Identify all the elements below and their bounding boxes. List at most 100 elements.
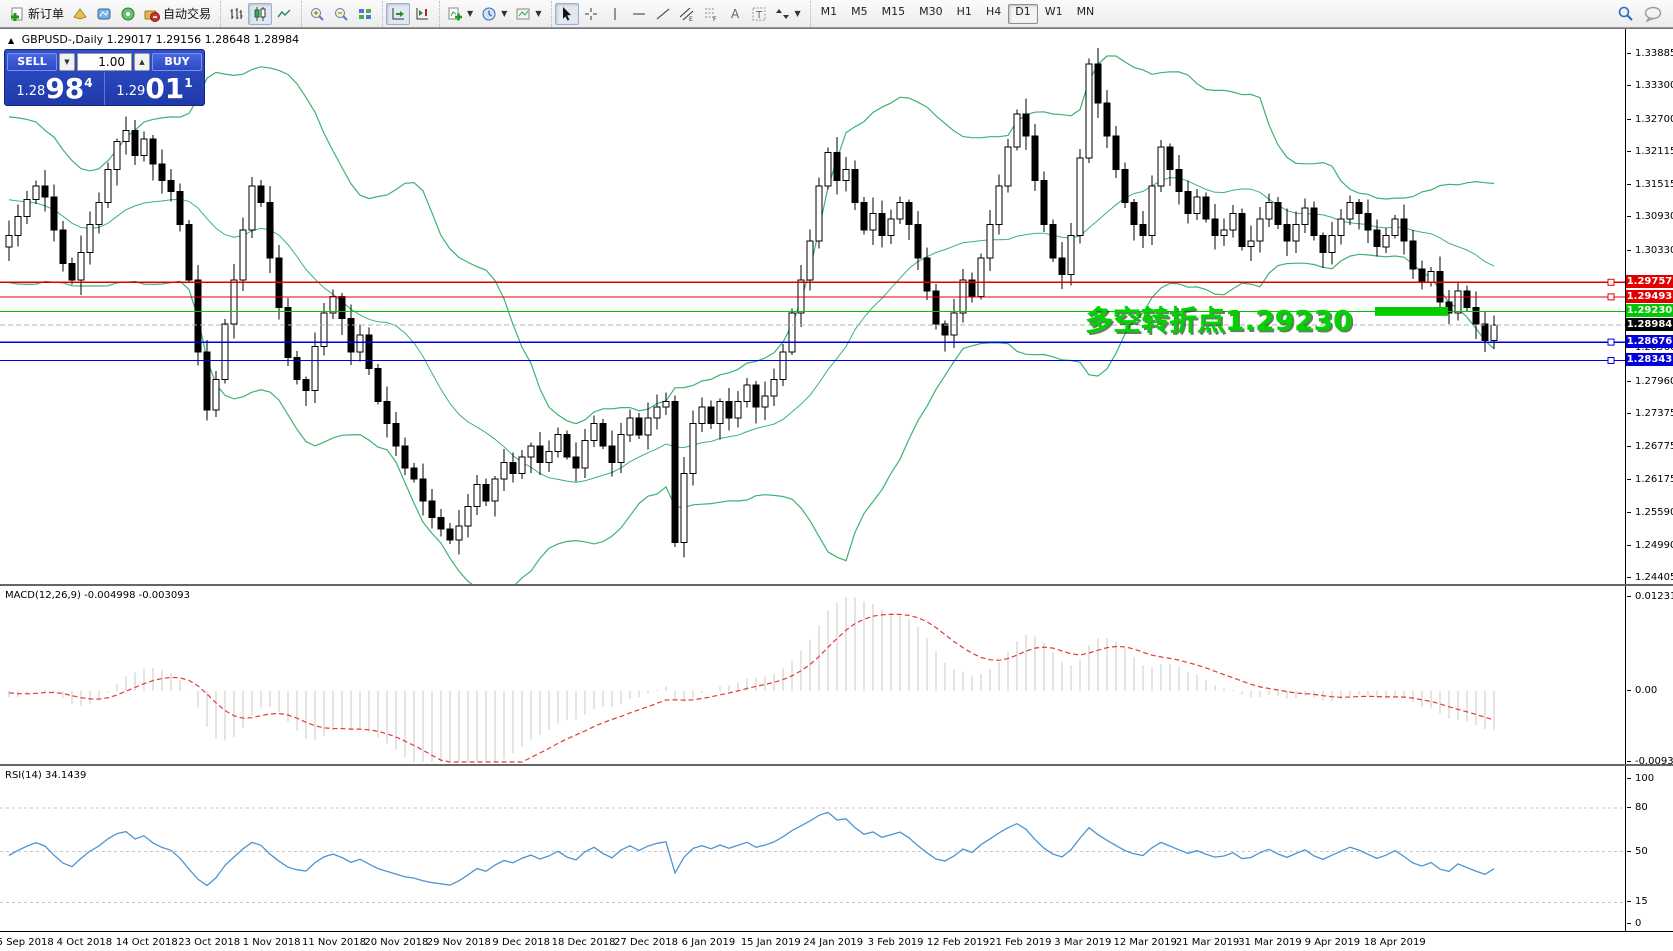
date-axis-label: 9 Apr 2019 (1304, 937, 1361, 948)
zoom-in-button[interactable] (305, 3, 329, 25)
profiles-button[interactable]: ▼ (477, 3, 511, 25)
price-axis-tick: 1.31515 (1627, 179, 1673, 191)
candlestick-chart-button[interactable] (248, 2, 273, 25)
macd-axis-tick: 0.00 (1627, 685, 1673, 697)
data-window-button[interactable] (92, 3, 116, 25)
price-line-label: 1.28676 (1626, 335, 1673, 348)
chevron-down-icon: ▼ (535, 9, 542, 18)
date-axis-label: 3 Mar 2019 (1054, 937, 1112, 948)
timeframe-bar: M1 M5 M15 M30 H1 H4 D1 W1 MN (809, 0, 1105, 27)
chevron-down-icon: ▼ (794, 9, 801, 18)
chat-icon[interactable] (1644, 6, 1663, 22)
templates-icon (516, 8, 530, 19)
templates-button[interactable]: ▼ (511, 3, 545, 25)
main-price-pane[interactable]: ▲ GBPUSD-,Daily 1.29017 1.29156 1.28648 … (0, 29, 1673, 584)
trendline-button[interactable] (651, 3, 675, 25)
date-axis-label: 31 Mar 2019 (1238, 937, 1302, 948)
toolbar-group-trade: 新订单 自动交易 (2, 1, 218, 27)
one-click-trading-panel: SELL ▼ 1.00 ▲ BUY 1.28 98 4 1.29 01 1 (4, 49, 205, 106)
main-chart-canvas[interactable] (0, 29, 1625, 584)
autotrading-icon (144, 10, 161, 22)
text-button[interactable]: A (723, 3, 747, 25)
bid-price-label: 1.28984 (1626, 318, 1673, 331)
tile-windows-icon (359, 8, 372, 19)
cursor-icon (562, 6, 571, 21)
date-axis-label: 21 Feb 2019 (989, 937, 1052, 948)
rsi-label: RSI(14) 34.1439 (5, 770, 87, 781)
sell-price-small: 1.28 (16, 84, 46, 99)
buy-price[interactable]: 1.29 01 1 (105, 72, 204, 105)
volume-up-button[interactable]: ▲ (134, 53, 150, 71)
arrows-icon (775, 8, 789, 19)
toolbar-group-objects: E F A T ▼ (550, 0, 808, 27)
timeframe-MN[interactable]: MN (1076, 4, 1095, 18)
zoom-out-button[interactable] (329, 3, 353, 25)
toolbar-group-scroll (382, 0, 437, 27)
price-axis-tick: 1.27960 (1627, 376, 1673, 388)
volume-input[interactable]: 1.00 (77, 53, 132, 71)
buy-price-small: 1.29 (116, 84, 146, 99)
arrows-button[interactable]: ▼ (771, 3, 805, 25)
timeframe-M5[interactable]: M5 (851, 4, 868, 18)
collapse-triangle-icon[interactable]: ▲ (8, 36, 15, 45)
timeframe-M1[interactable]: M1 (820, 4, 838, 18)
trendline-icon (656, 8, 669, 19)
pane-separator[interactable] (0, 764, 1673, 766)
sell-price-big: 98 (45, 72, 85, 105)
bar-chart-button[interactable] (224, 3, 248, 25)
auto-scroll-button[interactable] (386, 2, 411, 25)
date-axis-label: 20 Nov 2018 (364, 937, 429, 948)
sell-button[interactable]: SELL (7, 53, 57, 71)
price-axis-line (1625, 29, 1626, 584)
pane-separator[interactable] (0, 584, 1673, 586)
price-axis-tick: 1.30330 (1627, 245, 1673, 257)
chevron-down-icon: ▼ (501, 9, 508, 18)
sounds-button[interactable] (116, 3, 140, 25)
fibonacci-icon: F (704, 8, 717, 22)
fibonacci-button[interactable]: F (699, 3, 723, 25)
cursor-button[interactable] (554, 2, 579, 25)
equidistant-channel-icon: E (679, 7, 693, 22)
timeframe-M30[interactable]: M30 (919, 4, 943, 18)
timeframe-W1[interactable]: W1 (1044, 4, 1063, 18)
macd-axis-tick: -0.009328 (1627, 756, 1673, 764)
sell-price-sup: 4 (84, 76, 93, 90)
new-chart-button[interactable]: ▼ (443, 3, 477, 25)
date-axis-label: 29 Nov 2018 (426, 937, 491, 948)
crosshair-button[interactable] (579, 3, 603, 25)
buy-button[interactable]: BUY (152, 53, 202, 71)
turning-point-annotation[interactable]: 多空转折点1.29230 (1085, 304, 1353, 337)
channel-button[interactable]: E (675, 3, 699, 25)
date-axis-label: 3 Feb 2019 (867, 937, 924, 948)
new-chart-icon (448, 7, 463, 20)
volume-down-button[interactable]: ▼ (59, 53, 75, 71)
search-icon[interactable] (1617, 5, 1634, 22)
date-axis-label: 18 Dec 2018 (551, 937, 616, 948)
macd-pane[interactable]: MACD(12,26,9) -0.004998 -0.003093 0.0123… (0, 586, 1673, 764)
timeframe-M15[interactable]: M15 (881, 4, 906, 18)
macd-canvas[interactable] (0, 586, 1625, 764)
tile-windows-button[interactable] (353, 3, 377, 25)
new-order-button[interactable]: 新订单 (5, 3, 68, 25)
text-label-button[interactable]: T (747, 3, 771, 25)
rsi-pane[interactable]: RSI(14) 34.1439 100 80 50 15 0 (0, 766, 1673, 931)
date-axis-label: 27 Dec 2018 (614, 937, 678, 948)
sell-price[interactable]: 1.28 98 4 (5, 72, 105, 105)
chart-symbol: GBPUSD-,Daily (21, 33, 104, 46)
rsi-canvas[interactable] (0, 766, 1625, 931)
zoom-in-icon (311, 7, 324, 21)
timeframe-H4[interactable]: H4 (985, 4, 1002, 18)
date-axis-label: 14 Oct 2018 (115, 937, 178, 948)
price-axis-tick: 1.26175 (1627, 474, 1673, 486)
timeframe-H1[interactable]: H1 (956, 4, 972, 18)
autotrading-button[interactable]: 自动交易 (140, 3, 215, 25)
ohlc-low: 1.28648 (204, 33, 251, 46)
vertical-line-button[interactable] (603, 3, 627, 25)
line-chart-button[interactable] (272, 3, 296, 25)
timeframe-D1[interactable]: D1 (1008, 3, 1038, 24)
chart-shift-button[interactable] (410, 3, 434, 25)
metaeditor-button[interactable] (68, 3, 92, 25)
horizontal-line-button[interactable] (627, 3, 651, 25)
date-axis-label: 18 Apr 2019 (1363, 937, 1426, 948)
